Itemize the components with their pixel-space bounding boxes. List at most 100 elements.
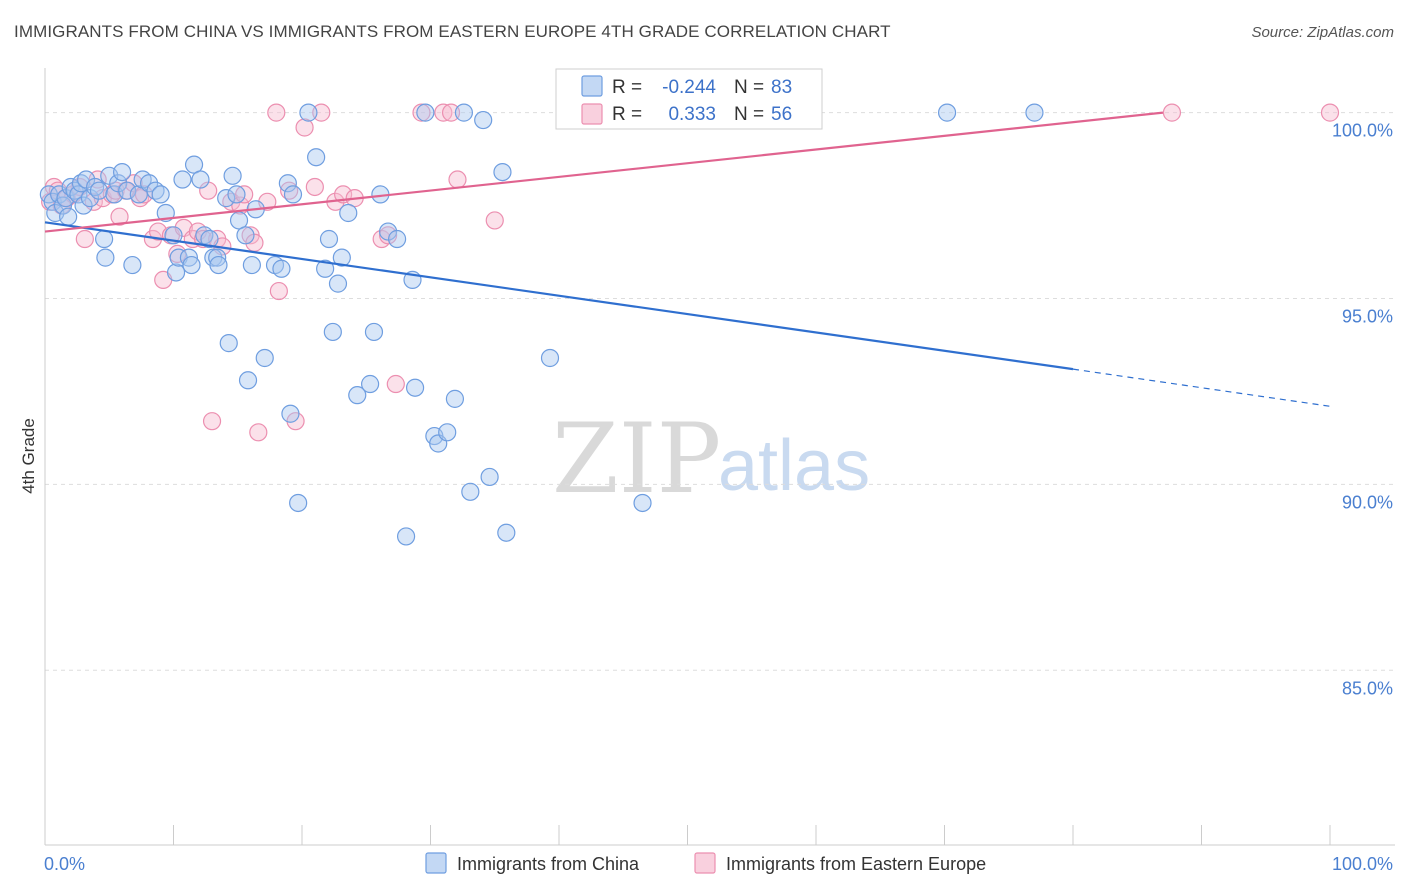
china-point-87	[540, 348, 560, 368]
china-point-83	[474, 110, 493, 130]
china-point-28	[151, 185, 170, 204]
china-point-48	[236, 226, 255, 245]
china-point-57	[283, 185, 303, 204]
series-eastern-europe-points	[41, 103, 1340, 442]
y-tick-label-1: 95.0%	[1342, 306, 1393, 326]
china-point-22	[118, 181, 137, 200]
china-point-37	[191, 170, 210, 189]
watermark: ZIP atlas	[552, 403, 870, 515]
china-point-59	[299, 103, 318, 122]
china-point-26	[139, 174, 159, 193]
china-point-11	[74, 196, 93, 215]
eastern-europe-point-36	[249, 423, 268, 442]
y-tick-label-3: 85.0%	[1342, 678, 1393, 698]
china-point-75	[405, 378, 425, 397]
legend-label-china: Immigrants from China	[457, 854, 640, 874]
legend-swatch-eastern-europe	[694, 852, 716, 874]
eastern-europe-point-57	[1320, 103, 1340, 122]
china-point-82	[461, 482, 480, 501]
series-china-points	[39, 103, 1044, 546]
china-point-90	[937, 103, 957, 122]
china-point-44	[219, 334, 238, 353]
china-point-60	[307, 148, 326, 167]
stat-r-value-eastern-europe: 0.333	[668, 104, 716, 125]
eastern-europe-point-13	[110, 207, 129, 226]
bottom-legend: Immigrants from China Immigrants from Ea…	[425, 852, 986, 874]
china-point-16	[95, 229, 114, 249]
china-point-61	[316, 259, 335, 278]
stat-n-label-eastern-europe: N =	[734, 104, 764, 125]
china-point-54	[272, 259, 291, 278]
china-point-50	[242, 255, 261, 275]
china-point-67	[348, 386, 367, 405]
china-point-81	[454, 103, 474, 122]
eastern-europe-point-50	[386, 374, 405, 394]
x-tick-label-1: 100.0%	[1332, 854, 1393, 874]
china-point-15	[89, 181, 109, 200]
china-point-39	[200, 229, 219, 249]
stats-swatch-china	[581, 75, 603, 97]
china-point-6	[59, 207, 78, 226]
china-trend-line-extension	[1072, 368, 1331, 407]
china-point-62	[319, 229, 339, 249]
china-point-80	[445, 389, 465, 408]
stat-n-value-china: 83	[771, 77, 792, 98]
china-point-17	[96, 248, 115, 267]
china-point-72	[387, 229, 407, 249]
china-point-69	[364, 322, 384, 342]
watermark-atlas: atlas	[718, 426, 870, 506]
china-point-89	[633, 493, 652, 513]
y-tick-label-2: 90.0%	[1342, 492, 1393, 512]
trend-lines	[44, 111, 1331, 407]
china-trend-line	[44, 221, 1074, 371]
china-point-64	[328, 274, 348, 293]
china-point-42	[209, 255, 228, 275]
eastern-europe-point-38	[267, 103, 286, 122]
china-point-73	[396, 527, 416, 546]
eastern-europe-point-43	[305, 177, 324, 197]
y-tick-labels: 100.0% 95.0% 90.0% 85.0%	[1332, 121, 1393, 699]
y-axis-label: 4th Grade	[19, 418, 38, 494]
china-point-56	[281, 404, 300, 423]
eastern-europe-point-51	[412, 103, 431, 122]
source-label: Source: ZipAtlas.com	[1251, 24, 1394, 41]
eastern-europe-point-55	[485, 211, 504, 230]
china-point-79	[438, 423, 457, 442]
china-point-76	[416, 103, 435, 122]
eastern-europe-point-42	[295, 118, 314, 137]
eastern-europe-point-56	[1162, 103, 1182, 122]
china-point-33	[173, 170, 192, 189]
china-point-86	[497, 523, 516, 542]
china-point-35	[182, 255, 201, 275]
eastern-europe-point-39	[269, 281, 288, 301]
china-point-21	[112, 162, 132, 182]
x-tick-label-0: 0.0%	[44, 854, 85, 874]
china-point-66	[339, 203, 358, 223]
legend-label-eastern-europe: Immigrants from Eastern Europe	[726, 854, 986, 874]
china-point-34	[179, 248, 199, 267]
y-tick-label-0: 100.0%	[1332, 121, 1393, 141]
eastern-europe-point-44	[312, 103, 331, 122]
china-point-4	[53, 196, 73, 215]
china-point-63	[323, 322, 342, 342]
chart-title: IMMIGRANTS FROM CHINA VS IMMIGRANTS FROM…	[14, 22, 891, 41]
china-point-65	[332, 248, 351, 267]
eastern-europe-point-52	[434, 103, 453, 122]
legend-swatch-china	[425, 852, 447, 874]
stats-swatch-eastern-europe	[581, 103, 603, 125]
china-point-45	[223, 166, 242, 185]
china-point-84	[480, 467, 499, 487]
stat-n-label-china: N =	[734, 77, 764, 98]
china-point-49	[238, 371, 258, 390]
eastern-europe-point-54	[448, 170, 467, 189]
stat-n-value-eastern-europe: 56	[771, 104, 792, 125]
china-point-85	[493, 162, 512, 182]
eastern-europe-point-53	[441, 103, 461, 122]
eastern-europe-trend-line	[44, 111, 1164, 233]
china-point-46	[227, 185, 246, 204]
stat-r-label-china: R =	[612, 77, 642, 98]
china-point-68	[361, 374, 380, 394]
china-point-58	[289, 493, 308, 513]
eastern-europe-point-7	[75, 229, 94, 249]
